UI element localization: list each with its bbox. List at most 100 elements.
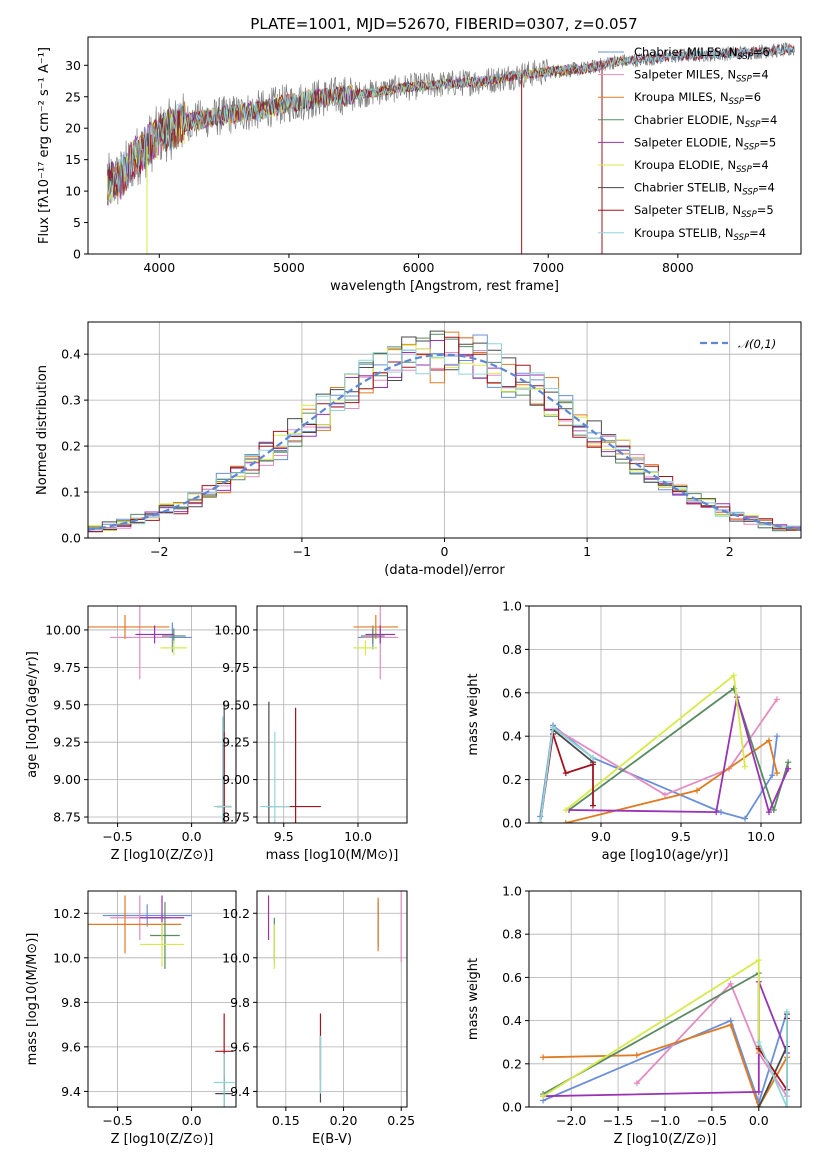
x-tick-label: 1 xyxy=(583,544,591,559)
y-tick-label: 0 xyxy=(73,247,81,262)
mass-weight-marker xyxy=(633,1052,640,1059)
mass-weight-marker xyxy=(769,772,776,779)
y-tick-label: 0.4 xyxy=(502,729,522,744)
legend-subscript: SSP xyxy=(737,52,753,62)
weight-vs-age-plot-area xyxy=(537,672,792,823)
weight-vs-age-panel: 9.0 9.5 10.0 0.0 0.2 0.4 0.6 0.8 1.0 age [log10(a… xyxy=(466,599,802,863)
x-tick-label: 0.0 xyxy=(182,829,202,844)
legend-subscript: SSP xyxy=(745,120,761,130)
y-tick-label: 9.8 xyxy=(230,995,250,1010)
figure-title: PLATE=1001, MJD=52670, FIBERID=0307, z=0… xyxy=(250,15,637,33)
legend-label: Chabrier MILES, NSSP=6 xyxy=(634,45,770,62)
legend-label: 𝒩(0,1) xyxy=(738,337,776,351)
mass-weight-marker xyxy=(766,809,772,816)
y-tick-label: 10.0 xyxy=(53,950,81,965)
x-axis-label: wavelength [Angstrom, rest frame] xyxy=(330,279,559,294)
mass-weight-marker xyxy=(785,765,792,772)
y-tick-label: 1.0 xyxy=(502,599,522,614)
y-tick-label: 0.2 xyxy=(502,772,522,787)
y-tick-label: 0.0 xyxy=(61,531,81,546)
x-tick-label: 9.0 xyxy=(591,829,611,844)
mass-weight-marker xyxy=(730,672,737,679)
mass-weight-marker xyxy=(774,770,780,777)
y-tick-label: 0.8 xyxy=(502,642,522,657)
y-axis-label: mass [log10(M/M⊙)] xyxy=(25,933,40,1066)
y-tick-label: 10.0 xyxy=(222,950,250,965)
legend-subscript: SSP xyxy=(736,75,752,85)
spectrum-plot-area xyxy=(107,42,795,254)
x-tick-label: 9.5 xyxy=(274,829,294,844)
y-tick-label: 9.6 xyxy=(230,1039,250,1054)
x-tick-label: 6000 xyxy=(403,260,435,275)
legend-label: Kroupa STELIB, NSSP=4 xyxy=(634,226,766,243)
weight-vs-Z-panel: −2.0 −1.5 −1.0 −0.5 0.0 0.0 0.2 0.4 0.6 0.8 1.0 Z [… xyxy=(466,884,802,1147)
y-tick-label: 0.0 xyxy=(502,1100,522,1115)
mass-weight-marker xyxy=(783,1008,790,1015)
residuals-plot-area xyxy=(88,330,801,533)
y-tick-label: 15 xyxy=(65,152,81,167)
mass-weight-marker xyxy=(590,754,596,761)
x-tick-label: −0.5 xyxy=(697,1113,727,1128)
y-tick-label: 9.00 xyxy=(53,772,81,787)
legend-count: =5 xyxy=(759,135,776,149)
mass-weight-marker xyxy=(727,1021,734,1028)
x-axis-label: Z [log10(Z/Z⊙)] xyxy=(111,848,214,863)
normal-distribution-curve xyxy=(88,353,801,531)
y-tick-label: 0.1 xyxy=(61,485,81,500)
axes-frame xyxy=(87,605,237,824)
axes-frame xyxy=(87,890,237,1108)
mass-weight-marker xyxy=(562,820,569,823)
legend-count: =4 xyxy=(749,226,766,240)
y-tick-label: 10.2 xyxy=(222,906,250,921)
axes-frame xyxy=(256,890,408,1108)
x-axis-label: (data-model)/error xyxy=(384,563,505,578)
mass-weight-marker xyxy=(537,820,544,823)
mass-weight-marker xyxy=(713,809,720,816)
y-tick-label: 5 xyxy=(73,215,81,230)
mass-weight-line xyxy=(757,1012,788,1107)
weight-vs-Z-plot-area xyxy=(540,957,790,1107)
x-tick-label: −1.0 xyxy=(650,1113,680,1128)
legend-label: Salpeter MILES, NSSP=4 xyxy=(634,68,769,85)
mass-vs-ebv-panel: 0.15 0.20 0.25 9.4 9.6 9.8 10.0 10.2 E(B-V) xyxy=(222,890,415,1147)
age-vs-mass-plot-area xyxy=(259,606,399,823)
y-tick-label: 0.8 xyxy=(502,927,522,942)
mass-weight-marker xyxy=(755,1088,762,1095)
legend-subscript: SSP xyxy=(744,142,760,152)
legend-label: Kroupa MILES, NSSP=6 xyxy=(634,90,761,107)
mass-vs-Z-panel: −0.5 0.0 9.4 9.6 9.8 10.0 10.2 Z [log10(Z/Z⊙)] m… xyxy=(25,890,237,1147)
mass-weight-marker xyxy=(540,1093,547,1100)
y-tick-label: 0.3 xyxy=(61,393,81,408)
legend-count: =4 xyxy=(758,181,775,195)
legend-subscript: SSP xyxy=(741,210,757,220)
mass-weight-marker xyxy=(766,737,772,744)
x-tick-label: 0.15 xyxy=(272,1113,300,1128)
x-tick-label: 8000 xyxy=(662,260,694,275)
legend-subscript: SSP xyxy=(736,165,752,175)
y-tick-label: 9.75 xyxy=(53,660,81,675)
y-tick-label: 0.2 xyxy=(61,439,81,454)
y-tick-label: 9.50 xyxy=(53,697,81,712)
mass-weight-marker xyxy=(774,733,780,740)
mass-weight-marker xyxy=(742,763,748,770)
legend-label: Salpeter ELODIE, NSSP=5 xyxy=(634,135,776,152)
mass-weight-marker xyxy=(774,696,780,703)
legend-subscript: SSP xyxy=(729,97,745,107)
y-tick-label: 9.50 xyxy=(222,697,250,712)
x-tick-label: 7000 xyxy=(532,260,564,275)
y-tick-label: 8.75 xyxy=(53,810,81,825)
mass-weight-marker xyxy=(694,787,700,794)
mass-weight-line xyxy=(542,958,760,1097)
legend-subscript: SSP xyxy=(742,188,758,198)
age-vs-Z-panel: −0.5 0.0 8.75 9.00 9.25 9.50 9.75 10.00 Z [log10… xyxy=(25,605,237,863)
x-axis-label: Z [log10(Z/Z⊙)] xyxy=(111,1132,214,1147)
y-tick-label: 10 xyxy=(65,184,81,199)
y-tick-label: 0.0 xyxy=(502,816,522,831)
mass-weight-marker xyxy=(755,1039,762,1046)
y-tick-label: 1.0 xyxy=(502,884,522,899)
x-tick-label: −1.5 xyxy=(603,1113,633,1128)
y-tick-label: 10.00 xyxy=(45,622,81,637)
mass-vs-Z-plot-area xyxy=(88,895,235,1107)
mass-weight-marker xyxy=(590,761,596,768)
legend-label: Chabrier STELIB, NSSP=4 xyxy=(634,181,775,198)
